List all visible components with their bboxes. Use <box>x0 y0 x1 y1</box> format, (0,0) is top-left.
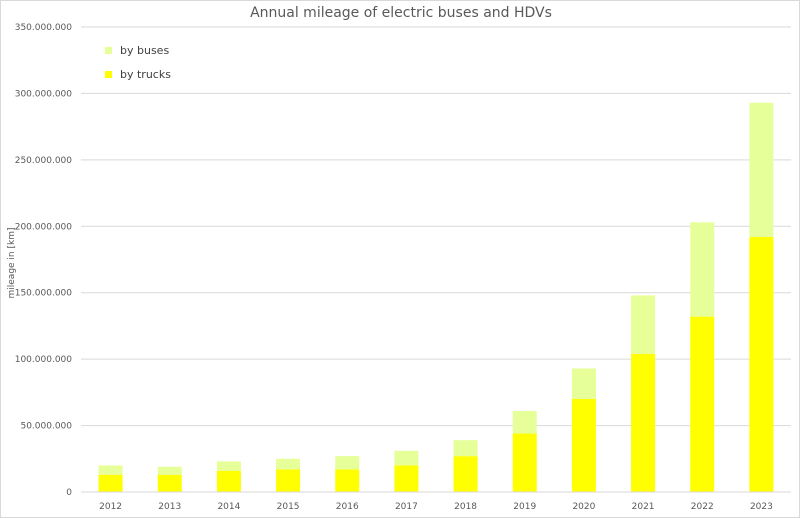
bar-buses-2016 <box>335 456 360 470</box>
bar-buses-2023 <box>749 102 774 237</box>
bar-trucks-2014 <box>216 470 241 492</box>
chart-title: Annual mileage of electric buses and HDV… <box>250 5 552 21</box>
bar-trucks-2019 <box>512 433 537 492</box>
y-tick-label: 300.000.000 <box>15 89 73 99</box>
bar-trucks-2012 <box>98 474 123 492</box>
legend-swatch-trucks <box>105 71 112 78</box>
y-tick-label: 50.000.000 <box>20 422 72 432</box>
y-tick-label: 350.000.000 <box>15 23 73 33</box>
bar-buses-2013 <box>157 466 182 475</box>
legend-swatch-buses <box>105 47 112 54</box>
x-tick-label: 2020 <box>572 502 595 512</box>
x-tick-label: 2012 <box>99 502 122 512</box>
x-tick-label: 2021 <box>632 502 655 512</box>
bar-trucks-2018 <box>453 456 478 492</box>
bar-buses-2014 <box>216 461 241 471</box>
bar-buses-2017 <box>394 450 419 466</box>
bar-buses-2022 <box>690 222 715 317</box>
x-tick-label: 2015 <box>277 502 300 512</box>
bar-trucks-2017 <box>394 465 419 492</box>
bar-trucks-2015 <box>276 469 301 492</box>
bar-buses-2020 <box>571 368 596 399</box>
y-tick-label: 250.000.000 <box>15 156 73 166</box>
legend-label-trucks: by trucks <box>120 68 171 81</box>
x-tick-label: 2022 <box>691 502 714 512</box>
y-tick-label: 0 <box>66 488 72 498</box>
x-tick-label: 2023 <box>750 502 773 512</box>
y-tick-label: 100.000.000 <box>15 355 73 365</box>
bar-buses-2019 <box>512 410 537 434</box>
bar-buses-2012 <box>98 465 123 475</box>
bar-trucks-2013 <box>157 474 182 492</box>
bar-trucks-2016 <box>335 469 360 492</box>
bar-trucks-2023 <box>749 236 774 492</box>
y-tick-label: 150.000.000 <box>15 289 73 299</box>
bar-buses-2018 <box>453 440 478 457</box>
bar-trucks-2020 <box>571 399 596 492</box>
x-tick-label: 2017 <box>395 502 418 512</box>
x-tick-label: 2019 <box>513 502 536 512</box>
x-tick-label: 2014 <box>217 502 240 512</box>
y-tick-label: 200.000.000 <box>15 222 73 232</box>
bar-buses-2015 <box>276 458 301 470</box>
x-tick-label: 2016 <box>336 502 359 512</box>
legend-label-buses: by buses <box>120 44 170 57</box>
bar-buses-2021 <box>631 295 656 354</box>
x-tick-label: 2013 <box>158 502 181 512</box>
bar-trucks-2021 <box>631 353 656 492</box>
bar-trucks-2022 <box>690 316 715 492</box>
x-tick-label: 2018 <box>454 502 477 512</box>
